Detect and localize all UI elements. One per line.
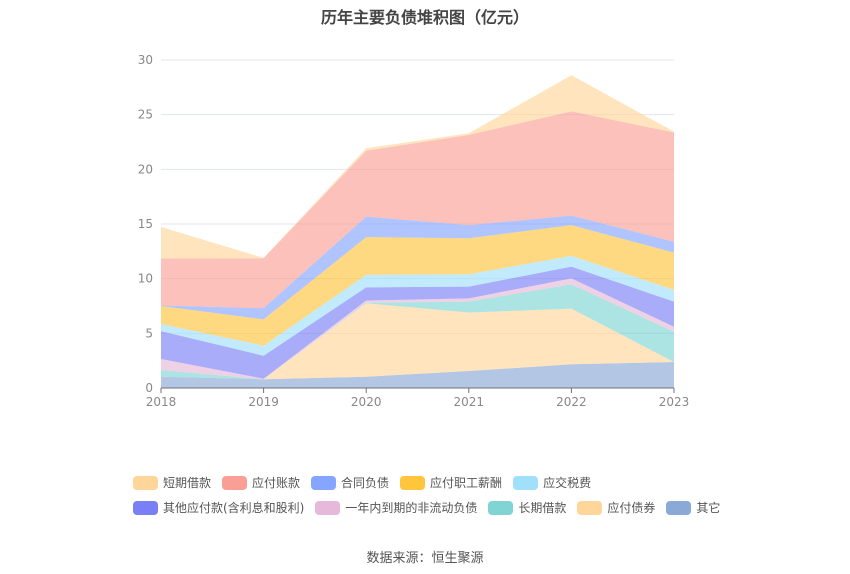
legend-swatch — [488, 500, 514, 515]
legend-label: 其它 — [696, 501, 721, 515]
legend-row-2: 其他应付款(含利息和股利) 一年内到期的非流动负债 长期借款 应付债券 其它 — [133, 499, 731, 516]
legend-label: 长期借款 — [518, 501, 567, 515]
legend-swatch — [400, 475, 426, 490]
legend-item[interactable]: 其它 — [666, 499, 720, 516]
legend-label: 其他应付款(含利息和股利) — [163, 501, 305, 515]
legend-item[interactable]: 应付职工薪酬 — [400, 474, 502, 491]
legend-row-1: 短期借款 应付账款 合同负债 应付职工薪酬 应交税费 — [133, 474, 602, 491]
legend-item[interactable]: 短期借款 — [133, 474, 211, 491]
area-9 — [161, 111, 674, 309]
legend-item[interactable]: 应交税费 — [513, 474, 591, 491]
legend-swatch — [133, 500, 158, 515]
area-2 — [161, 303, 674, 380]
area-3 — [161, 284, 674, 380]
x-tick-label: 2021 — [454, 395, 485, 409]
y-tick-label: 20 — [138, 162, 153, 176]
legend-item[interactable]: 应付债券 — [577, 499, 655, 516]
x-tick-label: 2019 — [248, 395, 279, 409]
area-8 — [161, 215, 674, 320]
legend-item[interactable]: 合同负债 — [311, 474, 389, 491]
y-tick-label: 5 — [145, 326, 153, 340]
legend-label: 一年内到期的非流动负债 — [345, 501, 478, 515]
legend-swatch — [577, 500, 603, 515]
y-tick-label: 10 — [138, 272, 153, 286]
legend-label: 应付账款 — [252, 476, 301, 490]
x-tick-label: 2022 — [556, 395, 587, 409]
legend-swatch — [311, 475, 337, 490]
legend-label: 应交税费 — [543, 476, 592, 490]
legend-item[interactable]: 长期借款 — [488, 499, 566, 516]
y-tick-label: 15 — [138, 217, 153, 231]
area-1 — [161, 361, 674, 388]
x-tick-label: 2020 — [351, 395, 382, 409]
chart-title: 历年主要负债堆积图（亿元） — [320, 8, 529, 27]
y-tick-label: 30 — [138, 53, 153, 67]
y-tick-label: 25 — [138, 108, 153, 122]
legend-item[interactable]: 一年内到期的非流动负债 — [315, 499, 477, 516]
x-tick-label: 2023 — [659, 395, 690, 409]
legend-label: 合同负债 — [341, 476, 390, 490]
y-tick-label: 0 — [145, 381, 153, 395]
legend-swatch — [315, 500, 341, 515]
data-source: 数据来源：恒生聚源 — [366, 551, 484, 566]
area-6 — [161, 255, 674, 356]
legend-label: 应付职工薪酬 — [430, 476, 503, 490]
area-7 — [161, 225, 674, 346]
legend-item[interactable]: 其他应付款(含利息和股利) — [133, 499, 304, 516]
legend-label: 应付债券 — [607, 501, 656, 515]
legend-swatch — [513, 475, 539, 490]
x-tick-label: 2018 — [146, 395, 177, 409]
area-4 — [161, 278, 674, 380]
area-5 — [161, 266, 674, 379]
legend-label: 短期借款 — [163, 476, 212, 490]
legend-item[interactable]: 应付账款 — [222, 474, 300, 491]
legend-swatch — [133, 475, 158, 490]
legend-swatch — [222, 475, 248, 490]
legend-swatch — [666, 500, 692, 515]
